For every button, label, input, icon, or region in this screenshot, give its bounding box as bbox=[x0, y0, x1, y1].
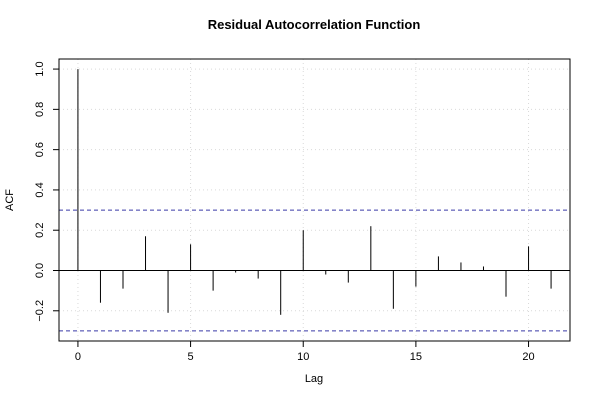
y-tick-label-1: 0.0 bbox=[34, 263, 46, 278]
x-axis: 0 5 10 15 20 bbox=[75, 341, 535, 363]
y-axis-label: ACF bbox=[4, 189, 16, 211]
x-tick-label-4: 20 bbox=[522, 351, 534, 363]
y-tick-label-0: −0.2 bbox=[34, 300, 46, 322]
y-tick-label-5: 0.8 bbox=[34, 102, 46, 117]
y-axis: −0.2 0.0 0.2 0.4 0.6 0.8 1.0 bbox=[34, 61, 59, 322]
x-tick-label-2: 10 bbox=[297, 351, 309, 363]
grid bbox=[59, 59, 570, 341]
y-tick-label-3: 0.4 bbox=[34, 182, 46, 197]
y-tick-label-6: 1.0 bbox=[34, 61, 46, 76]
plot-frame bbox=[58, 58, 571, 342]
acf-bars bbox=[77, 69, 552, 315]
y-tick-label-4: 0.6 bbox=[34, 142, 46, 157]
x-tick-label-1: 5 bbox=[188, 351, 194, 363]
x-tick-label-3: 15 bbox=[410, 351, 422, 363]
x-tick-label-0: 0 bbox=[75, 351, 81, 363]
chart-title: Residual Autocorrelation Function bbox=[208, 17, 421, 32]
x-axis-label: Lag bbox=[305, 373, 323, 385]
y-tick-label-2: 0.2 bbox=[34, 223, 46, 238]
confidence-band bbox=[59, 209, 570, 332]
